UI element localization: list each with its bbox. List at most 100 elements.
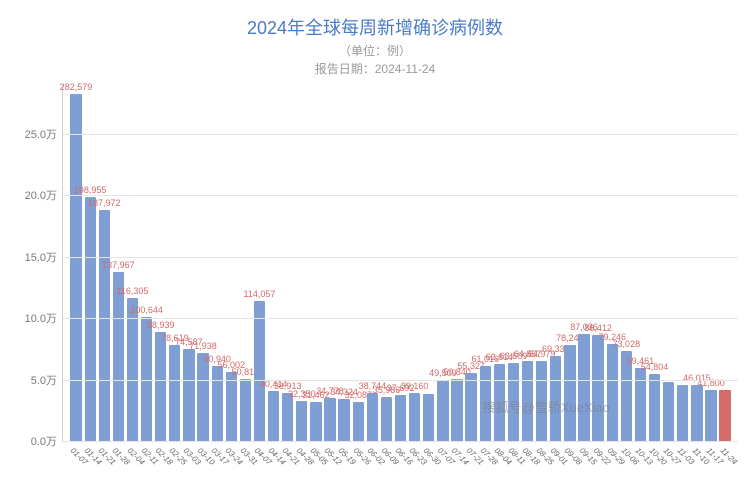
- bar: [621, 351, 632, 441]
- x-tick: 06-23: [407, 442, 421, 500]
- chart-title: 2024年全球每周新增确诊病例数: [0, 14, 750, 40]
- x-tick: 09-22: [591, 442, 605, 500]
- bar-slot: 74,587: [182, 85, 196, 441]
- report-date-prefix: 报告日期：: [315, 62, 375, 76]
- x-tick: 11-10: [690, 442, 704, 500]
- x-tick: 01-07: [68, 442, 82, 500]
- bar: [409, 393, 420, 441]
- bar: [169, 345, 180, 442]
- bar: [127, 298, 138, 441]
- x-tick: 04-14: [266, 442, 280, 500]
- bar: [480, 366, 491, 441]
- x-tick: 05-05: [308, 442, 322, 500]
- y-tick-label: 20.0万: [25, 187, 63, 203]
- y-tick-label: 25.0万: [25, 126, 63, 142]
- x-tick: 03-10: [195, 442, 209, 500]
- x-tick: 06-02: [365, 442, 379, 500]
- bar-slot: 54,804: [647, 85, 661, 441]
- bar: [663, 382, 674, 441]
- bar-slot: 78,619: [168, 85, 182, 441]
- x-tick: 03-24: [223, 442, 237, 500]
- bar-slot: 39,160: [408, 85, 422, 441]
- bar: [268, 391, 279, 441]
- bar: [155, 332, 166, 441]
- x-tick: 10-13: [633, 442, 647, 500]
- x-tick: 08-18: [520, 442, 534, 500]
- bar: [705, 390, 716, 441]
- x-tick-label: 11-24: [718, 446, 738, 466]
- x-tick: 02-04: [125, 442, 139, 500]
- x-tick: 03-03: [181, 442, 195, 500]
- y-tick-label: 10.0万: [25, 310, 63, 326]
- gridline: [63, 380, 738, 381]
- x-tick: 02-25: [167, 442, 181, 500]
- bar: [465, 373, 476, 441]
- bar-slot: 40,414: [267, 85, 281, 441]
- x-tick: 04-07: [252, 442, 266, 500]
- bar: [508, 363, 519, 441]
- x-tick: 08-25: [534, 442, 548, 500]
- bar: [381, 397, 392, 441]
- x-tick: 07-14: [449, 442, 463, 500]
- bar: [254, 301, 265, 441]
- plot-area: 282,579198,955187,972137,967116,305100,6…: [62, 85, 738, 442]
- x-tick: 04-21: [280, 442, 294, 500]
- bar-slot: 137,967: [111, 85, 125, 441]
- x-tick: 01-28: [110, 442, 124, 500]
- bar-slot: 64,857: [521, 85, 535, 441]
- bar: [338, 399, 349, 441]
- x-tick: 10-20: [647, 442, 661, 500]
- x-tick: 01-14: [82, 442, 96, 500]
- bar-slot: 50,840: [450, 85, 464, 441]
- bar-slot: 38,744: [365, 85, 379, 441]
- bar: [395, 395, 406, 441]
- x-tick: 02-18: [153, 442, 167, 500]
- bar: [578, 334, 589, 441]
- bar: [564, 345, 575, 441]
- bar-slot: 79,246: [605, 85, 619, 441]
- x-tick: 07-21: [464, 442, 478, 500]
- x-tick: 02-11: [139, 442, 153, 500]
- bar-slot: [676, 85, 690, 441]
- bar-slot: 49,509: [436, 85, 450, 441]
- x-tick: 05-12: [322, 442, 336, 500]
- bar: [691, 385, 702, 441]
- bar: [451, 379, 462, 441]
- y-tick-label: 5.0万: [31, 372, 63, 388]
- x-axis: 01-0701-1401-2101-2802-0402-1102-1802-25…: [68, 442, 732, 500]
- bar: [423, 394, 434, 441]
- chart-container: 2024年全球每周新增确诊病例数 （单位：例） 报告日期：2024-11-24 …: [0, 0, 750, 500]
- bar: [367, 393, 378, 441]
- bar: [324, 398, 335, 441]
- x-tick: 10-27: [661, 442, 675, 500]
- x-tick: 11-17: [704, 442, 718, 500]
- bar: [226, 372, 237, 441]
- x-tick: 10-06: [619, 442, 633, 500]
- bar-slot: 88,939: [154, 85, 168, 441]
- bar-slot: 34,778: [323, 85, 337, 441]
- bar-slot: 35,986: [379, 85, 393, 441]
- bar-slot: 37,692: [394, 85, 408, 441]
- bar-slot: 100,644: [140, 85, 154, 441]
- bar-slot: [718, 85, 732, 441]
- x-tick: 11-03: [675, 442, 689, 500]
- x-tick: 08-04: [492, 442, 506, 500]
- bar: [212, 366, 223, 441]
- bar: [677, 385, 688, 441]
- bar: [282, 393, 293, 441]
- bar: [70, 94, 81, 441]
- bar-slot: 116,305: [125, 85, 139, 441]
- bar: [649, 374, 660, 441]
- report-date-value: 2024-11-24: [375, 62, 436, 76]
- x-tick: 09-29: [605, 442, 619, 500]
- chart-report-date: 报告日期：2024-11-24: [0, 60, 750, 77]
- bar-slot: 32,350: [295, 85, 309, 441]
- bar-slot: 55,327: [464, 85, 478, 441]
- x-tick: 05-19: [336, 442, 350, 500]
- bar: [296, 401, 307, 441]
- bar: [240, 379, 251, 441]
- bar-slot: 50,817: [238, 85, 252, 441]
- bar-slot: 61,016: [478, 85, 492, 441]
- bar-slot: 62,614: [492, 85, 506, 441]
- bar-slot: 282,579: [69, 85, 83, 441]
